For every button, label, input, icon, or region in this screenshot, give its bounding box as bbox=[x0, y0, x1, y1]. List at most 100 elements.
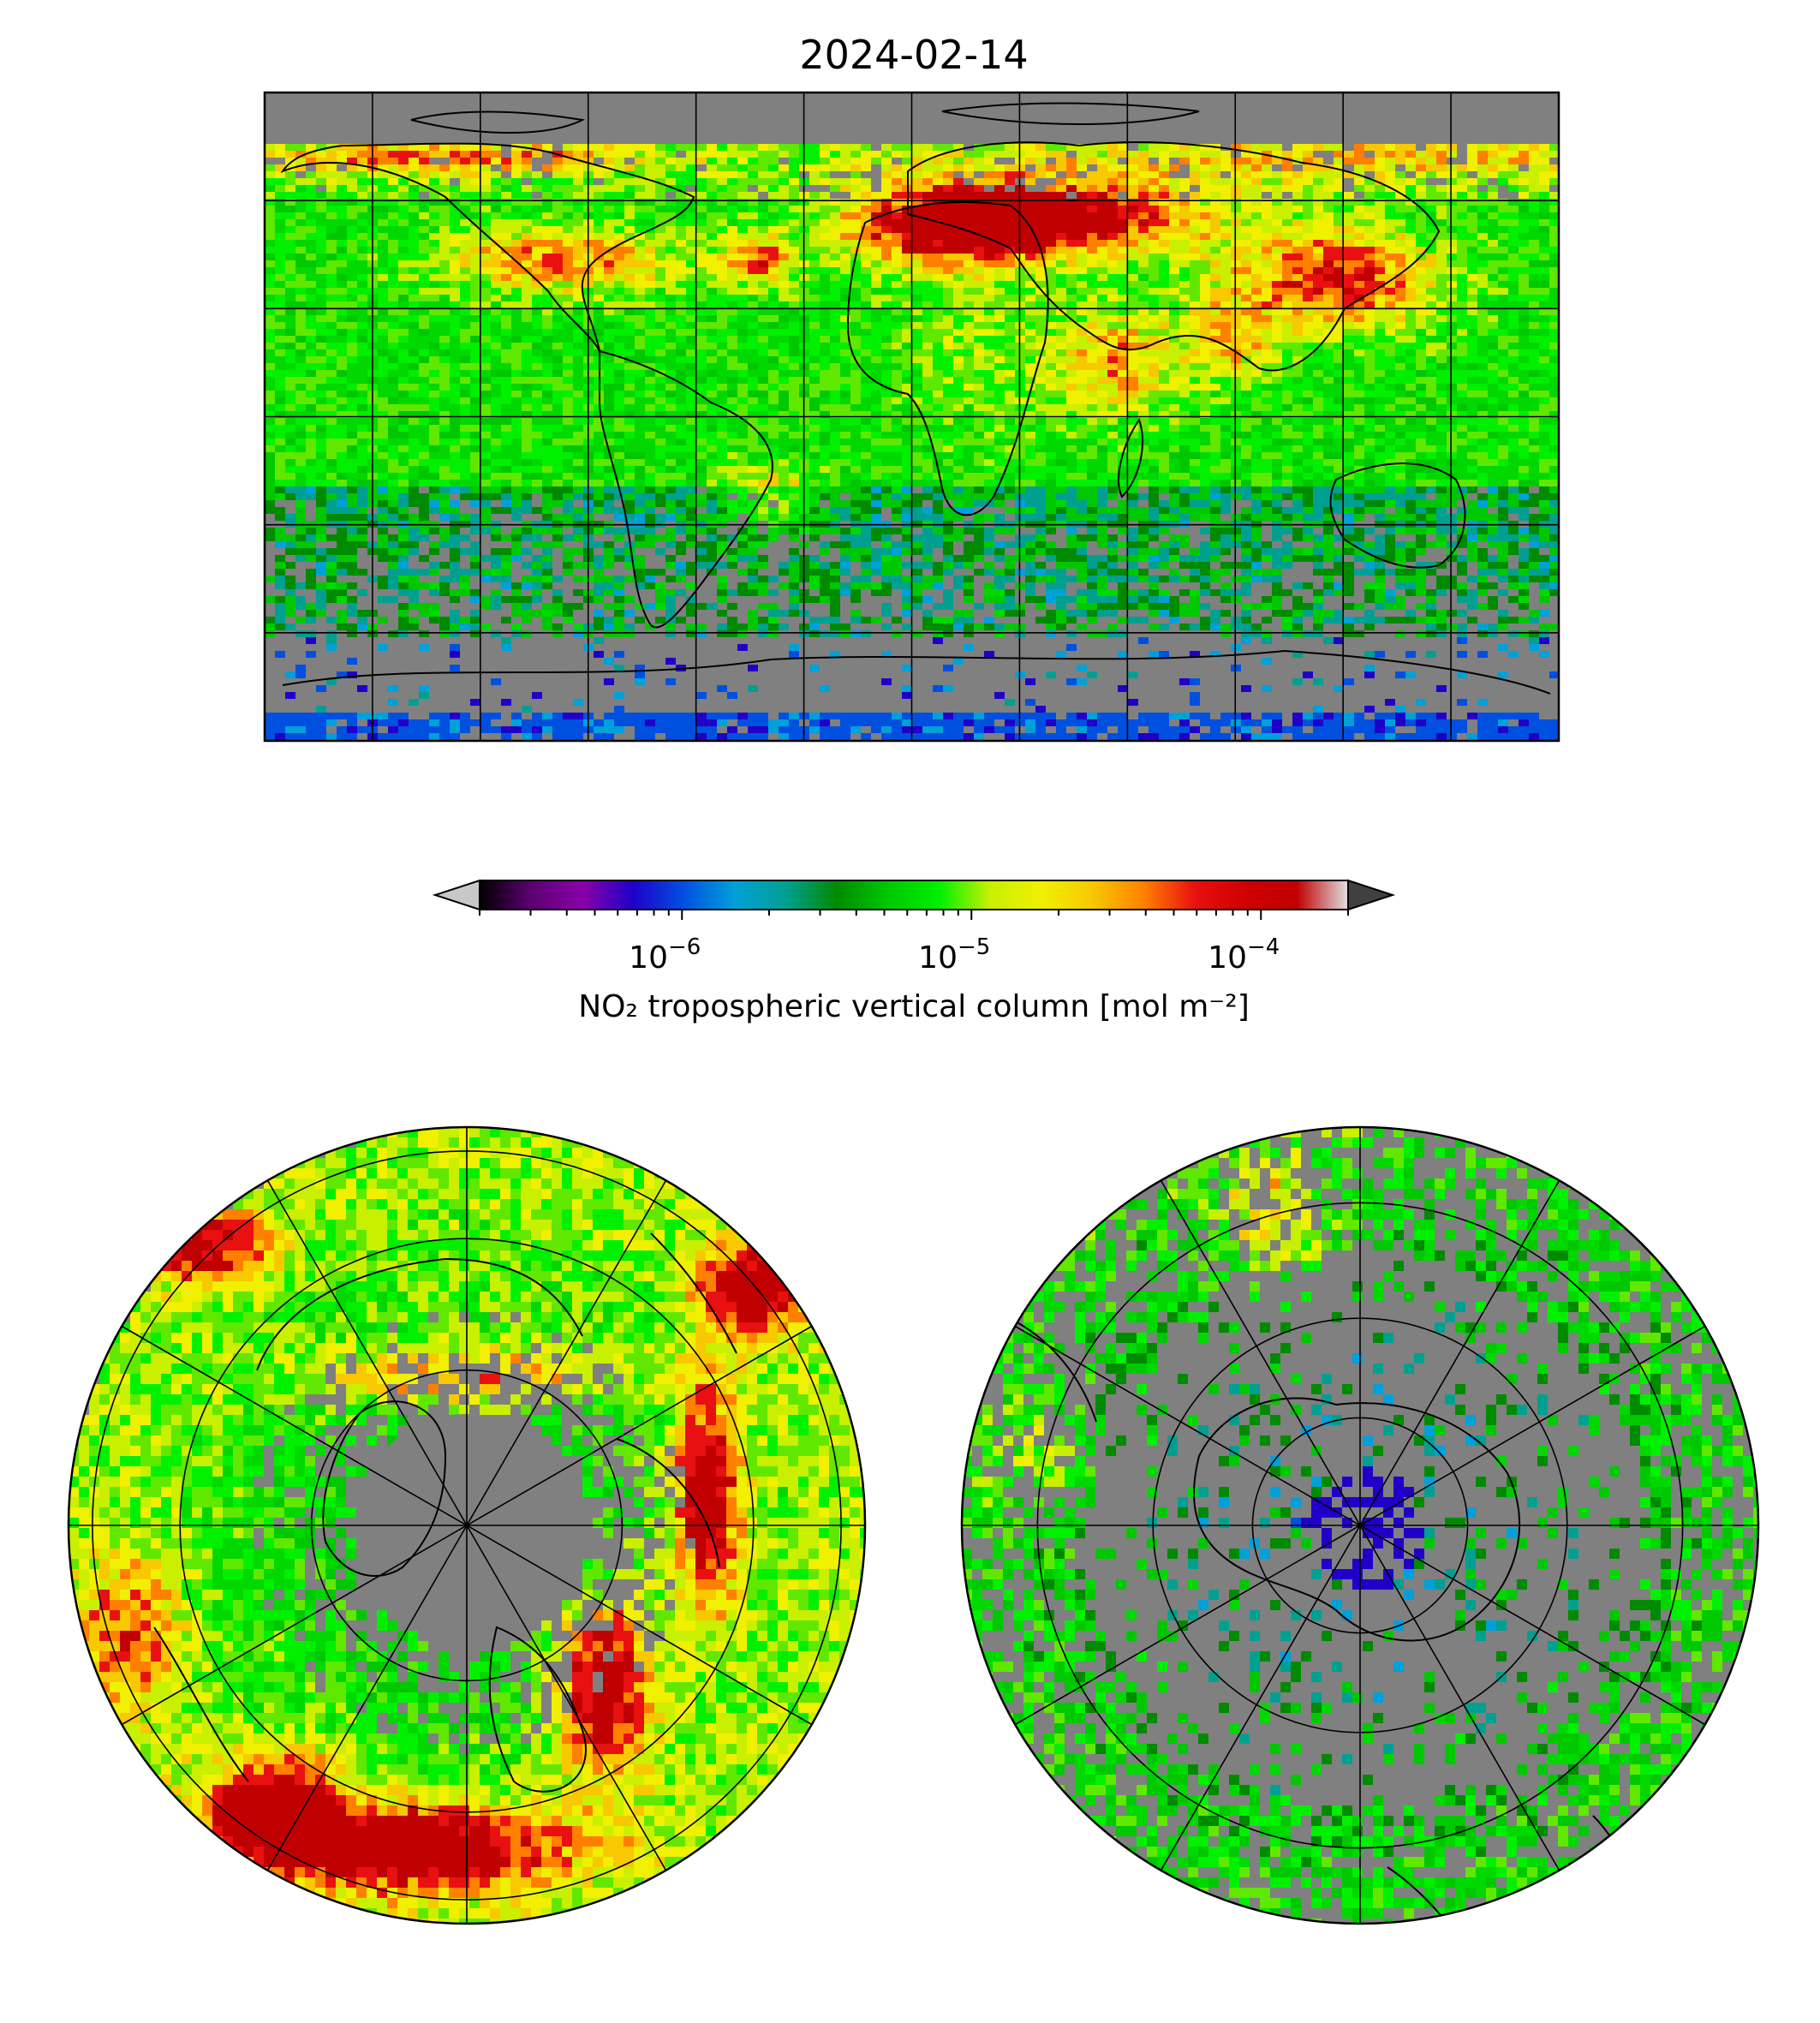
global-field-cell bbox=[1405, 151, 1416, 158]
global-field-cell bbox=[450, 281, 460, 288]
global-field-cell bbox=[1457, 233, 1467, 240]
global-field-cell bbox=[450, 199, 460, 206]
global-field-cell bbox=[902, 343, 912, 349]
global-field-cell bbox=[450, 411, 460, 418]
global-field-cell bbox=[1405, 254, 1416, 260]
global-field-cell bbox=[768, 343, 779, 349]
global-field-cell bbox=[306, 185, 316, 192]
global-field-cell bbox=[820, 370, 830, 377]
global-field-cell bbox=[892, 178, 902, 185]
global-field-cell bbox=[1292, 144, 1303, 151]
global-field-cell bbox=[1334, 322, 1344, 329]
global-field-cell bbox=[1128, 247, 1138, 254]
global-field-cell bbox=[1087, 274, 1097, 281]
global-field-cell bbox=[614, 343, 624, 349]
global-field-cell bbox=[717, 301, 727, 308]
global-field-cell bbox=[511, 336, 522, 343]
global-field-cell bbox=[1344, 411, 1354, 418]
global-field-cell bbox=[614, 391, 624, 397]
global-field-cell bbox=[1200, 199, 1210, 206]
global-field-cell bbox=[737, 336, 748, 343]
global-field-cell bbox=[1169, 274, 1179, 281]
global-field-cell bbox=[1179, 267, 1190, 274]
global-field-cell bbox=[347, 377, 357, 384]
global-field-cell bbox=[1200, 404, 1210, 411]
global-field-cell bbox=[532, 391, 542, 397]
global-field-cell bbox=[409, 336, 419, 343]
global-field-cell bbox=[727, 397, 737, 404]
global-field-cell bbox=[275, 418, 285, 425]
global-field-cell bbox=[1313, 267, 1323, 274]
global-field-cell bbox=[881, 370, 892, 377]
global-field-cell bbox=[1405, 144, 1416, 151]
global-field-cell bbox=[542, 144, 552, 151]
global-field-cell bbox=[1159, 233, 1169, 240]
global-field-cell bbox=[635, 240, 645, 247]
global-field-cell bbox=[614, 219, 624, 226]
global-field-cell bbox=[285, 151, 295, 158]
global-field-cell bbox=[306, 363, 316, 370]
global-field-cell bbox=[953, 281, 964, 288]
global-field-cell bbox=[850, 151, 861, 158]
global-field-cell bbox=[820, 363, 830, 370]
global-field-cell bbox=[1292, 329, 1303, 336]
global-field-cell bbox=[594, 288, 604, 295]
global-field-cell bbox=[1313, 295, 1323, 301]
global-field-cell bbox=[1077, 164, 1087, 171]
global-field-cell bbox=[1066, 397, 1077, 404]
global-field-cell bbox=[1046, 404, 1056, 411]
global-field-cell bbox=[419, 418, 429, 425]
global-field-cell bbox=[1467, 158, 1477, 164]
global-field-cell bbox=[850, 384, 861, 391]
global-field-cell bbox=[573, 397, 583, 404]
global-field-cell bbox=[1467, 254, 1477, 260]
global-field-cell bbox=[1477, 171, 1488, 178]
global-field-cell bbox=[840, 267, 850, 274]
global-field-cell bbox=[1416, 377, 1426, 384]
global-field-cell bbox=[265, 233, 275, 240]
global-field-cell bbox=[789, 151, 799, 158]
global-field-cell bbox=[809, 404, 820, 411]
global-field-cell bbox=[645, 418, 655, 425]
global-field-cell bbox=[1364, 206, 1375, 212]
global-field-cell bbox=[1097, 206, 1107, 212]
global-field-cell bbox=[830, 178, 840, 185]
global-field-cell bbox=[1179, 219, 1190, 226]
global-field-cell bbox=[1087, 411, 1097, 418]
global-field-cell bbox=[964, 418, 974, 425]
global-field-cell bbox=[830, 240, 840, 247]
global-field-cell bbox=[1395, 384, 1405, 391]
global-field-cell bbox=[1087, 254, 1097, 260]
global-field-cell bbox=[809, 349, 820, 356]
global-field-cell bbox=[552, 356, 563, 363]
global-field-cell bbox=[563, 281, 573, 288]
global-field-cell bbox=[1447, 281, 1457, 288]
global-field-cell bbox=[594, 267, 604, 274]
global-field-cell bbox=[994, 164, 1005, 171]
global-field-cell bbox=[1066, 267, 1077, 274]
global-field-cell bbox=[809, 254, 820, 260]
global-field-cell bbox=[820, 315, 830, 322]
global-field-cell bbox=[552, 315, 563, 322]
global-field-cell bbox=[1519, 267, 1529, 274]
global-field-cell bbox=[552, 295, 563, 301]
global-field-cell bbox=[1375, 349, 1385, 356]
global-field-cell bbox=[1128, 356, 1138, 363]
global-field-cell bbox=[809, 206, 820, 212]
global-field-cell bbox=[316, 171, 326, 178]
global-field-cell bbox=[1488, 288, 1498, 295]
global-field-cell bbox=[840, 158, 850, 164]
global-field-cell bbox=[604, 199, 614, 206]
global-field-cell bbox=[922, 247, 933, 254]
global-field-cell bbox=[1303, 254, 1313, 260]
global-field-cell bbox=[1354, 315, 1364, 322]
global-field-cell bbox=[1508, 288, 1519, 295]
global-field-cell bbox=[1087, 226, 1097, 233]
global-field-cell bbox=[994, 315, 1005, 322]
global-field-cell bbox=[1087, 144, 1097, 151]
global-field-cell bbox=[717, 336, 727, 343]
global-field-cell bbox=[964, 151, 974, 158]
global-field-cell bbox=[1107, 315, 1118, 322]
global-field-cell bbox=[1046, 212, 1056, 219]
global-field-cell bbox=[398, 322, 409, 329]
